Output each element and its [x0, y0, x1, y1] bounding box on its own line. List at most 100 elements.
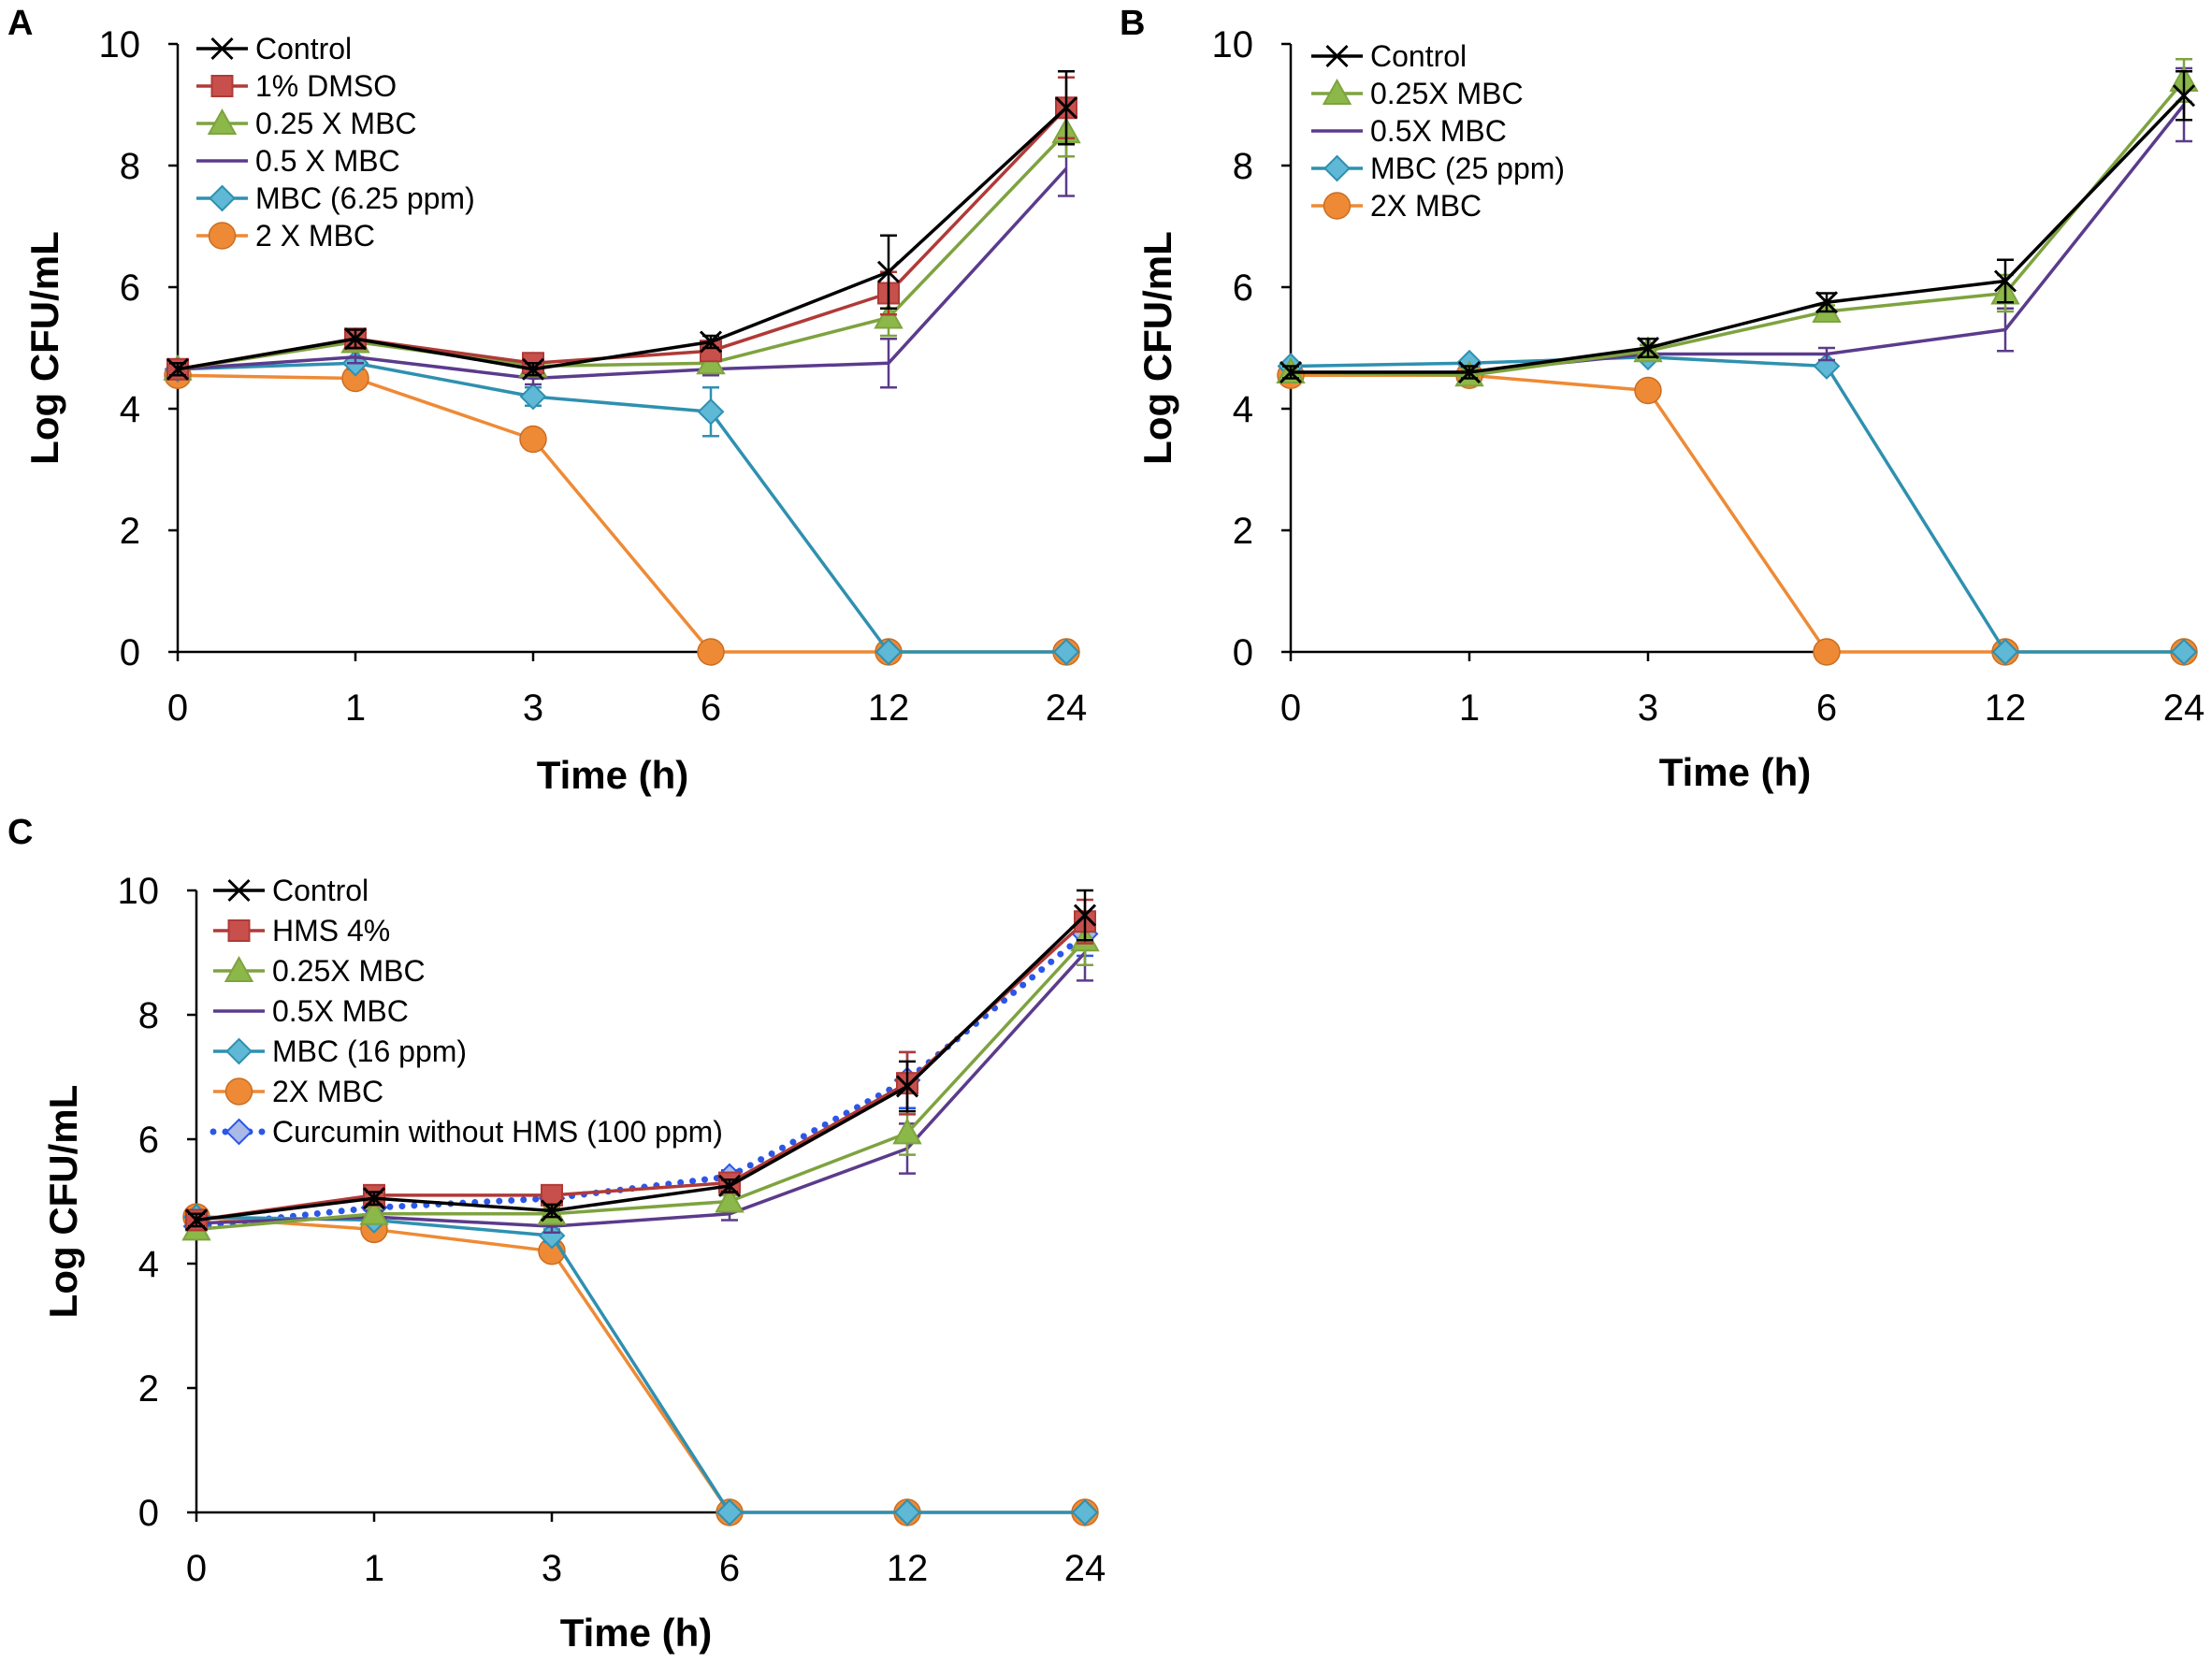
series-line: [177, 361, 1066, 654]
legend-label: MBC (25 ppm): [1370, 152, 1565, 185]
data-point: [1634, 376, 1662, 405]
legend-item-2x-mbc: 2X MBC: [1311, 189, 1482, 223]
legend-label: 0.25X MBC: [272, 954, 426, 988]
x-axis-title: Time (h): [537, 753, 689, 797]
data-point: [716, 1498, 744, 1526]
x-tick-label: 0: [167, 687, 188, 729]
legend-label: 0.5X MBC: [1370, 114, 1507, 148]
legend-swatch-marker: [210, 36, 234, 61]
x-marker-stroke: [343, 327, 368, 351]
y-tick-label: 6: [120, 268, 140, 309]
legend-swatch-marker: [225, 1118, 253, 1146]
legend-item-0-25x-mbc: 0.25X MBC: [213, 954, 426, 988]
series-line: [177, 106, 1068, 371]
data-point: [893, 1498, 921, 1526]
data-point: [876, 260, 901, 283]
y-tick-label: 8: [1233, 146, 1253, 187]
y-tick-label: 4: [138, 1244, 159, 1285]
data-point: [717, 1174, 742, 1197]
x-marker-stroke: [1054, 96, 1078, 120]
data-point: [519, 383, 547, 411]
x-marker-stroke: [521, 357, 545, 381]
y-tick-label: 0: [138, 1493, 159, 1534]
series-2-x-mbc: [164, 361, 1080, 666]
x-marker-stroke: [227, 878, 251, 903]
x-axis-title: Time (h): [1659, 750, 1812, 794]
series-line: [177, 131, 1068, 371]
series-line: [195, 1215, 1085, 1514]
legend-swatch-marker: [224, 955, 254, 982]
legend-label: 2X MBC: [1370, 189, 1482, 223]
legend-item-hms-4: HMS 4%: [213, 914, 390, 947]
series-line: [1291, 94, 2186, 374]
legend-label: 0.25 X MBC: [255, 107, 417, 140]
data-point: [343, 327, 368, 351]
data-point: [2172, 84, 2196, 108]
legend-label: 0.25X MBC: [1370, 77, 1524, 110]
y-axis-title: Log CFU/mL: [41, 1085, 85, 1319]
series-control: [166, 70, 1078, 381]
legend-label: 0.5 X MBC: [255, 144, 400, 178]
x-tick-label: 6: [1816, 687, 1837, 729]
x-tick-label: 12: [868, 687, 910, 729]
legend-label: HMS 4%: [272, 914, 390, 947]
y-tick-label: 0: [120, 632, 140, 673]
x-marker-stroke: [699, 330, 723, 354]
x-marker-stroke: [540, 1199, 564, 1222]
panel-a: A: [7, 4, 33, 43]
data-point: [1993, 269, 2017, 293]
legend-swatch-marker: [208, 222, 237, 250]
x-marker-stroke: [1279, 360, 1303, 384]
x-marker-stroke: [895, 1075, 919, 1098]
x-marker-stroke: [166, 357, 190, 381]
series-control: [1279, 70, 2196, 384]
y-tick-label: 10: [99, 24, 141, 65]
legend-item-2-x-mbc: 2 X MBC: [196, 219, 375, 253]
panel-b: B: [1120, 4, 1145, 43]
y-tick-label: 6: [1233, 268, 1253, 309]
x-marker-stroke: [2172, 84, 2196, 108]
legend-swatch-marker: [227, 878, 251, 903]
legend-label: 2 X MBC: [255, 219, 375, 253]
series-line: [177, 167, 1068, 381]
series-line: [195, 1215, 1085, 1514]
y-tick-label: 8: [138, 995, 159, 1036]
legend-swatch-marker: [1322, 78, 1352, 105]
data-point: [874, 302, 904, 329]
y-tick-label: 4: [1233, 389, 1253, 430]
x-tick-label: 24: [1064, 1548, 1106, 1589]
x-tick-label: 24: [2163, 687, 2205, 729]
legend-item-1-dmso: 1% DMSO: [196, 69, 397, 103]
x-marker-stroke: [184, 1208, 209, 1232]
legend-item-control: Control: [196, 32, 352, 65]
legend-label: 0.5X MBC: [272, 994, 409, 1028]
y-axis-title: Log CFU/mL: [1135, 231, 1179, 465]
legend-swatch-marker: [1325, 44, 1349, 68]
x-tick-label: 1: [345, 687, 366, 729]
x-tick-label: 3: [542, 1548, 562, 1589]
x-marker-stroke: [1636, 336, 1660, 360]
data-point: [875, 638, 903, 666]
data-point: [2170, 638, 2198, 666]
series-line: [1291, 373, 2184, 654]
legend-item-control: Control: [1311, 39, 1467, 73]
legend-label: Control: [255, 32, 352, 65]
x-marker-stroke: [1325, 44, 1349, 68]
x-marker-stroke: [717, 1174, 742, 1197]
x-axis-title: Time (h): [560, 1611, 713, 1655]
legend-label: Control: [272, 874, 369, 907]
x-tick-label: 6: [701, 687, 721, 729]
legend-swatch-marker: [209, 184, 236, 212]
legend-item-0-5-x-mbc: 0.5 X MBC: [196, 144, 400, 178]
data-point: [1991, 638, 2019, 666]
legend-label: Control: [1370, 39, 1467, 73]
x-tick-label: 3: [1638, 687, 1658, 729]
series-line: [1290, 79, 2186, 377]
series-mbc-6-25-ppm: [164, 349, 1080, 666]
x-tick-label: 1: [364, 1548, 384, 1589]
data-point: [1279, 360, 1303, 384]
legend: Control HMS 4% 0.25X MBC 0.5X MBC MBC (16 pp…: [210, 874, 723, 1149]
series-line: [195, 939, 1087, 1232]
